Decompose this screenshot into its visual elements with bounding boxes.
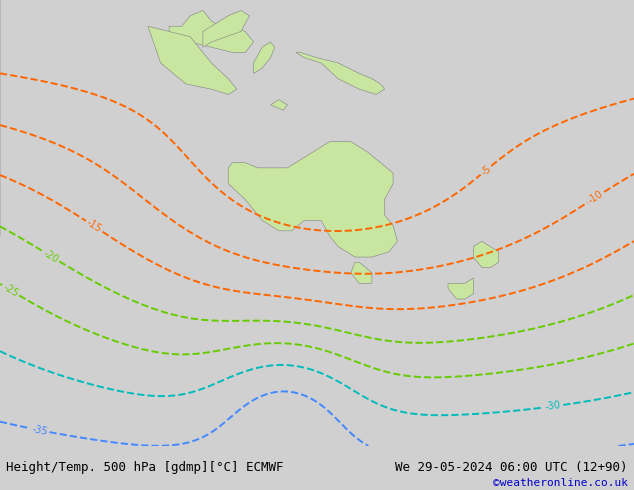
Polygon shape bbox=[351, 262, 372, 283]
Text: -5: -5 bbox=[479, 163, 493, 177]
Polygon shape bbox=[148, 26, 236, 95]
Text: Height/Temp. 500 hPa [gdmp][°C] ECMWF: Height/Temp. 500 hPa [gdmp][°C] ECMWF bbox=[6, 462, 284, 474]
Text: -15: -15 bbox=[85, 218, 103, 235]
Polygon shape bbox=[448, 278, 474, 299]
Text: We 29-05-2024 06:00 UTC (12+90): We 29-05-2024 06:00 UTC (12+90) bbox=[395, 462, 628, 474]
Text: -25: -25 bbox=[1, 282, 20, 299]
Text: -20: -20 bbox=[41, 248, 60, 265]
Polygon shape bbox=[169, 10, 254, 52]
Polygon shape bbox=[203, 10, 249, 47]
Text: -30: -30 bbox=[545, 400, 562, 412]
Polygon shape bbox=[296, 52, 385, 95]
Text: ©weatheronline.co.uk: ©weatheronline.co.uk bbox=[493, 478, 628, 488]
Text: -10: -10 bbox=[586, 189, 605, 206]
Text: -35: -35 bbox=[31, 424, 49, 437]
Polygon shape bbox=[474, 241, 499, 268]
Polygon shape bbox=[271, 99, 287, 110]
Polygon shape bbox=[228, 142, 398, 257]
Polygon shape bbox=[254, 42, 275, 74]
